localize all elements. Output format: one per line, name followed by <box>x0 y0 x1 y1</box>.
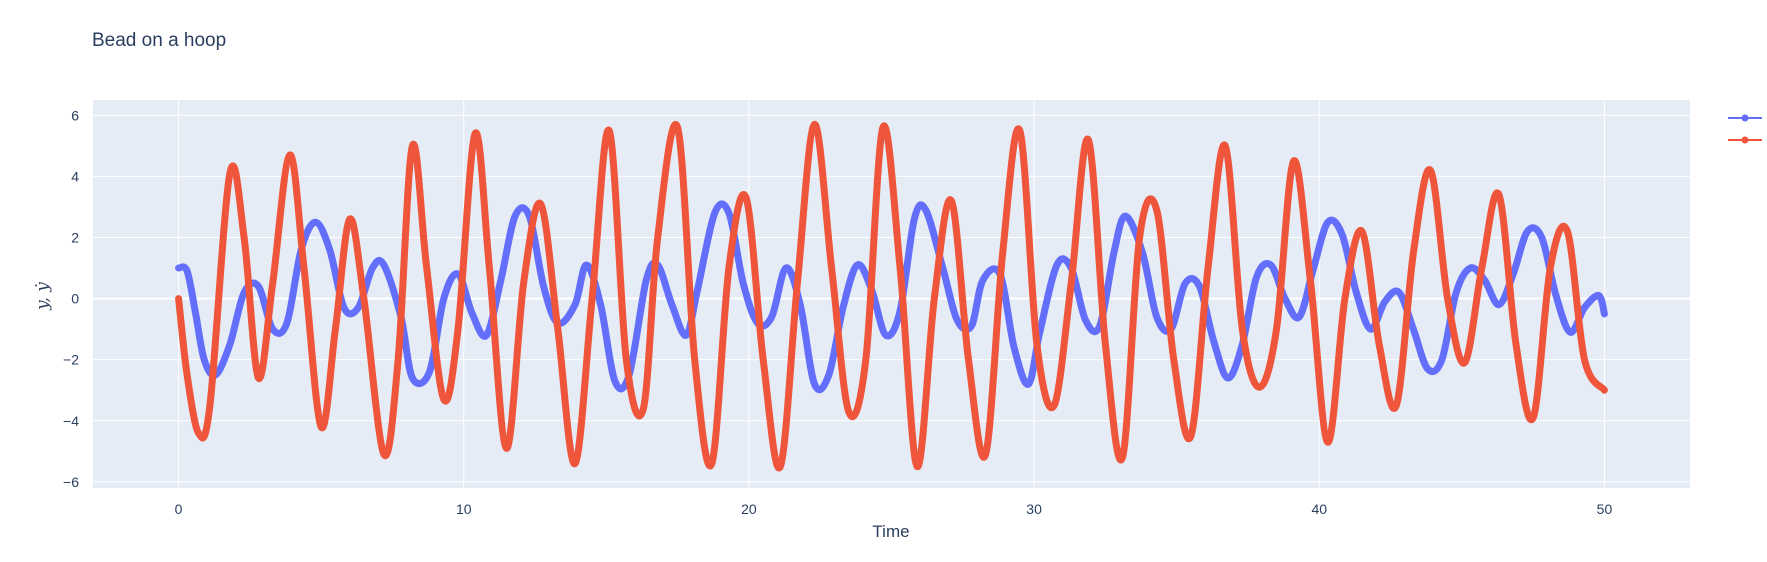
chart-title: Bead on a hoop <box>92 30 226 51</box>
legend-item-1[interactable] <box>1728 114 1762 122</box>
x-tick-label: 10 <box>456 501 472 517</box>
legend-marker-swatch <box>1741 114 1749 122</box>
tick-labels: 0 10 20 30 40 50 −6 −4 −2 0 2 4 6 <box>63 107 1612 517</box>
legend[interactable] <box>1728 114 1762 144</box>
y-tick-label: −4 <box>63 413 79 429</box>
legend-marker-swatch <box>1741 136 1749 144</box>
x-axis-title: Time <box>872 522 909 541</box>
x-tick-label: 50 <box>1597 501 1613 517</box>
y-axis-title: y, ẏ <box>33 282 53 311</box>
y-tick-label: 4 <box>71 168 79 184</box>
series-line-2 <box>175 120 1608 472</box>
x-tick-label: 30 <box>1026 501 1042 517</box>
x-tick-label: 0 <box>175 501 183 517</box>
y-tick-label: −6 <box>63 474 79 490</box>
y-tick-label: 6 <box>71 107 79 123</box>
y-tick-label: −2 <box>63 352 79 368</box>
legend-item-2[interactable] <box>1728 136 1762 144</box>
x-tick-label: 40 <box>1311 501 1327 517</box>
series-lines <box>175 120 1608 472</box>
y-tick-label: 2 <box>71 229 79 245</box>
y-tick-label: 0 <box>71 291 79 307</box>
x-tick-label: 20 <box>741 501 757 517</box>
